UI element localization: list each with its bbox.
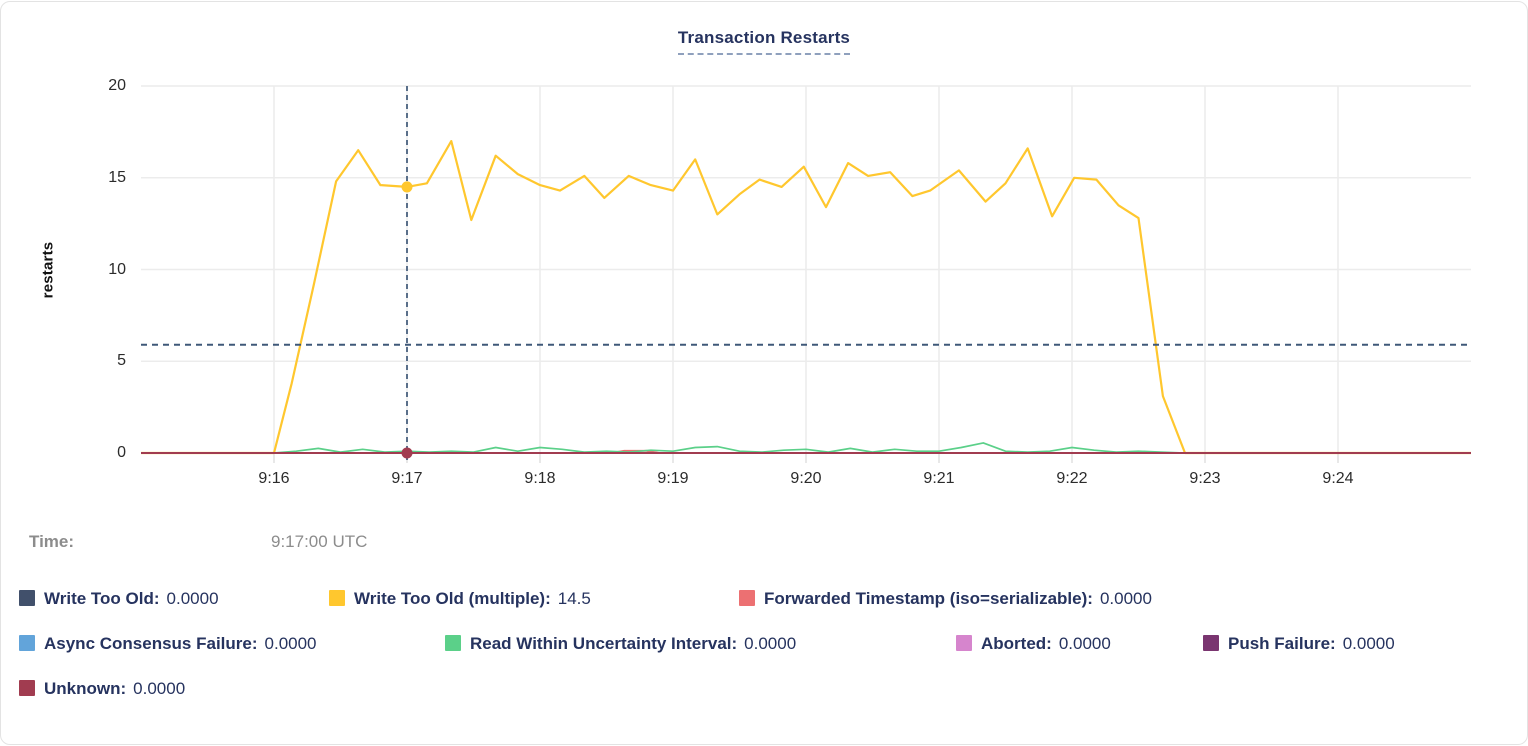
legend-swatch-icon bbox=[1203, 635, 1219, 651]
legend-item-value: 0.0000 bbox=[1058, 634, 1111, 653]
legend-item-value: 0.0000 bbox=[744, 634, 797, 653]
legend-swatch-icon bbox=[19, 635, 35, 651]
legend-item-value: 14.5 bbox=[557, 589, 591, 608]
x-axis-tick-label: 9:18 bbox=[524, 470, 556, 487]
legend-item-label: Write Too Old: bbox=[44, 589, 160, 608]
legend-swatch-icon bbox=[739, 590, 755, 606]
legend-item: Read Within Uncertainty Interval: 0.0000 bbox=[445, 634, 796, 658]
hover-time-row: Time: 9:17:00 UTC bbox=[29, 532, 729, 552]
legend-item-label: Write Too Old (multiple): bbox=[354, 589, 551, 608]
legend-item: Async Consensus Failure: 0.0000 bbox=[19, 634, 317, 658]
legend-item: Forwarded Timestamp (iso=serializable): 0… bbox=[739, 589, 1152, 613]
y-axis-tick-label: 10 bbox=[108, 260, 126, 278]
legend-item-value: 0.0000 bbox=[1342, 634, 1395, 653]
legend-item-label: Aborted: bbox=[981, 634, 1052, 653]
legend-item-label: Async Consensus Failure: bbox=[44, 634, 258, 653]
legend-item-value: 0.0000 bbox=[1099, 589, 1152, 608]
legend-item-label: Forwarded Timestamp (iso=serializable): bbox=[764, 589, 1093, 608]
legend-swatch-icon bbox=[445, 635, 461, 651]
x-axis-tick-label: 9:24 bbox=[1322, 470, 1354, 487]
x-axis-tick-label: 9:23 bbox=[1189, 470, 1221, 487]
legend-item: Unknown: 0.0000 bbox=[19, 679, 185, 703]
y-axis-title: restarts bbox=[39, 241, 57, 299]
legend-swatch-icon bbox=[19, 590, 35, 606]
legend-item-label: Unknown: bbox=[44, 679, 127, 698]
x-axis-tick-label: 9:17 bbox=[391, 470, 423, 487]
chart-title-wrap: Transaction Restarts bbox=[1, 28, 1527, 55]
x-axis-tick-label: 9:19 bbox=[657, 470, 689, 487]
time-label: Time: bbox=[29, 532, 75, 551]
hover-dot bbox=[401, 181, 413, 193]
legend-item-label: Read Within Uncertainty Interval: bbox=[470, 634, 738, 653]
legend-swatch-icon bbox=[956, 635, 972, 651]
legend-item-label: Push Failure: bbox=[1228, 634, 1336, 653]
legend-item-value: 0.0000 bbox=[166, 589, 219, 608]
time-value: 9:17:00 UTC bbox=[271, 532, 368, 551]
y-axis-tick-label: 20 bbox=[108, 77, 126, 94]
legend-swatch-icon bbox=[19, 680, 35, 696]
hover-dot bbox=[401, 447, 413, 459]
chart-title[interactable]: Transaction Restarts bbox=[677, 28, 851, 55]
legend-item-value: 0.0000 bbox=[264, 634, 317, 653]
legend-item: Write Too Old: 0.0000 bbox=[19, 589, 219, 613]
x-axis-tick-label: 9:16 bbox=[258, 470, 290, 487]
legend-item-value: 0.0000 bbox=[133, 679, 186, 698]
legend-swatch-icon bbox=[329, 590, 345, 606]
x-axis-tick-label: 9:21 bbox=[923, 470, 955, 487]
x-axis-tick-label: 9:22 bbox=[1056, 470, 1088, 487]
legend-item: Push Failure: 0.0000 bbox=[1203, 634, 1395, 658]
legend-item: Write Too Old (multiple): 14.5 bbox=[329, 589, 591, 613]
y-axis-tick-label: 0 bbox=[117, 444, 126, 461]
x-axis-tick-label: 9:20 bbox=[790, 470, 822, 487]
y-axis-tick-label: 5 bbox=[117, 352, 126, 370]
legend-item: Aborted: 0.0000 bbox=[956, 634, 1111, 658]
y-axis-tick-label: 15 bbox=[108, 168, 126, 186]
